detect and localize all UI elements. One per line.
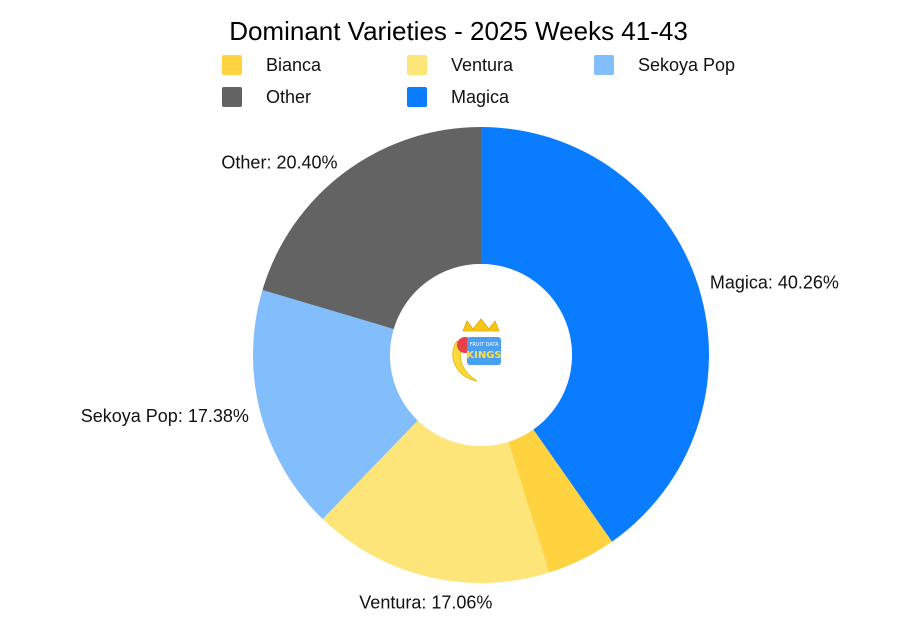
legend-label-sekoya-pop: Sekoya Pop [638,54,736,75]
legend-swatch-other [222,87,242,107]
chart-title: Dominant Varieties - 2025 Weeks 41-43 [229,16,688,46]
slice-label-ventura: Ventura: 17.06% [359,593,492,613]
legend-label-bianca: Bianca [266,54,322,75]
slice-sekoya-pop[interactable] [252,290,418,520]
legend-item-sekoya-pop[interactable]: Sekoya Pop [594,52,735,78]
slice-labels: Magica: 40.26% Ventura: 17.06% Sekoya Pop:… [81,153,839,613]
donut-slices [252,127,709,583]
logo-text-line2: KINGS [466,350,501,361]
legend-item-bianca[interactable]: Bianca [222,52,321,78]
slice-ventura[interactable] [322,420,550,583]
legend-label-ventura: Ventura [451,54,514,75]
slice-bianca[interactable] [508,429,612,573]
legend-label-other: Other [266,86,312,107]
legend-item-ventura[interactable]: Ventura [407,52,513,78]
legend-swatch-magica [407,87,427,107]
slice-label-magica: Magica: 40.26% [710,273,839,293]
slice-other[interactable] [262,127,481,330]
legend-swatch-bianca [222,55,242,75]
legend-item-magica[interactable]: Magica [407,84,509,110]
slice-label-other: Other: 20.40% [221,153,337,173]
slice-label-sekoya-pop: Sekoya Pop: 17.38% [81,406,249,426]
chart-legend: Bianca Ventura Sekoya Pop Other Magica [222,52,782,114]
fruit-data-kings-logo: FRUIT DATA KINGS [452,318,502,382]
legend-item-other[interactable]: Other [222,84,311,110]
legend-label-magica: Magica [451,86,510,107]
legend-swatch-sekoya-pop [594,55,614,75]
slice-magica[interactable] [481,127,709,542]
logo-text-line1: FRUIT DATA [469,342,499,348]
legend-swatch-ventura [407,55,427,75]
